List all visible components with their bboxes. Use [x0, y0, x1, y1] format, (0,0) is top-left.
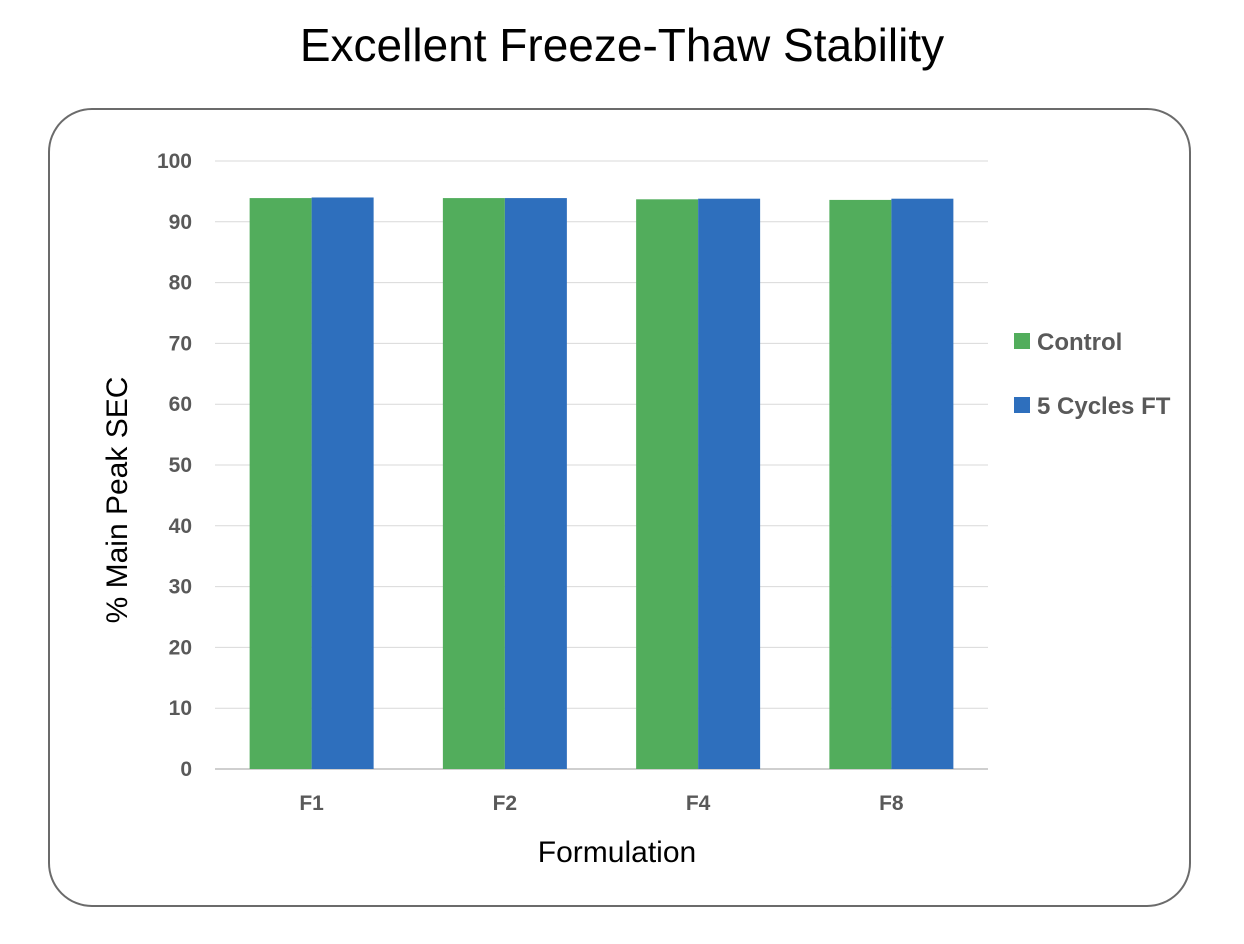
y-tick-label: 50 — [169, 454, 192, 477]
y-tick-label: 100 — [157, 150, 192, 173]
y-axis-title: % Main Peak SEC — [101, 377, 134, 624]
tick-labels: 0 10 20 30 40 50 60 70 80 90 100 F1 F2 F4 F8 — [157, 150, 904, 815]
chart-title: Excellent Freeze-Thaw Stability — [299, 19, 945, 71]
legend: Control 5 Cycles FT — [1014, 329, 1171, 420]
y-tick-label: 70 — [169, 332, 192, 355]
legend-swatch-0 — [1014, 333, 1030, 349]
x-tick-label: F4 — [686, 792, 711, 815]
bar-f2-series-1 — [504, 198, 567, 769]
legend-label-0: Control — [1037, 329, 1122, 356]
y-tick-label: 80 — [169, 272, 192, 295]
bar-f8-series-1 — [891, 198, 954, 770]
bar-f8-series-0 — [829, 199, 892, 770]
bar-f4-series-1 — [698, 198, 761, 770]
bar-f1-series-1 — [311, 197, 374, 770]
x-tick-label: F2 — [493, 792, 518, 815]
x-axis-title: Formulation — [538, 836, 696, 869]
legend-label-1: 5 Cycles FT — [1037, 393, 1171, 420]
y-tick-label: 10 — [169, 697, 192, 720]
bar-f2-series-0 — [442, 198, 505, 769]
x-tick-label: F8 — [879, 792, 904, 815]
x-tick-label: F1 — [299, 792, 324, 815]
y-tick-label: 30 — [169, 576, 192, 599]
y-tick-label: 0 — [180, 758, 192, 781]
y-tick-label: 90 — [169, 211, 192, 234]
y-tick-label: 60 — [169, 393, 192, 416]
bar-f4-series-0 — [636, 199, 699, 769]
bar-f1-series-0 — [249, 198, 312, 769]
bars — [249, 197, 954, 770]
y-tick-label: 40 — [169, 515, 192, 538]
legend-swatch-1 — [1014, 397, 1030, 413]
chart-frame — [48, 108, 1191, 907]
y-tick-label: 20 — [169, 636, 192, 659]
